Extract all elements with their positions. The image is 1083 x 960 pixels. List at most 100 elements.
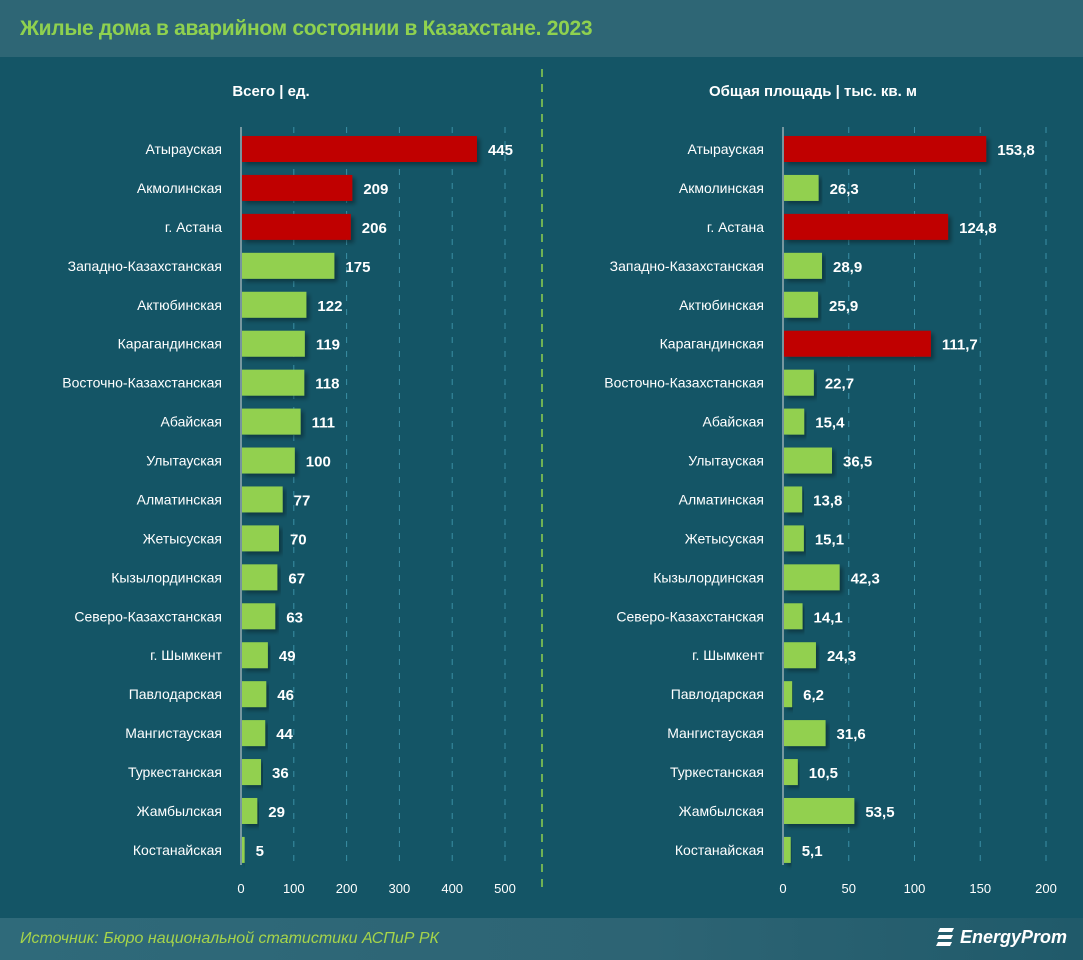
bar [242, 136, 477, 162]
x-tick-label: 0 [779, 881, 786, 896]
data-label: 36,5 [843, 454, 872, 471]
data-label: 15,4 [815, 415, 845, 432]
category-label: г. Шымкент [150, 647, 222, 663]
category-label: Восточно-Казахстанская [62, 375, 222, 391]
category-label: Северо-Казахстанская [74, 608, 222, 624]
x-tick-label: 200 [1035, 881, 1057, 896]
bar [784, 136, 987, 162]
data-label: 70 [290, 531, 307, 548]
x-tick-label: 500 [494, 881, 516, 896]
category-label: Павлодарская [129, 686, 222, 702]
category-label: Атырауская [145, 141, 222, 157]
data-label: 175 [345, 259, 370, 276]
panel-title: Всего | ед. [232, 83, 309, 100]
data-label: 29 [268, 804, 285, 821]
category-label: г. Шымкент [692, 647, 764, 663]
data-label: 5,1 [802, 843, 823, 860]
category-label: г. Астана [165, 219, 222, 235]
panel-title: Общая площадь | тыс. кв. м [709, 83, 917, 100]
data-label: 36 [272, 765, 289, 782]
bar [784, 564, 840, 591]
data-label: 63 [286, 609, 303, 626]
data-label: 124,8 [959, 220, 997, 237]
bar [242, 642, 268, 669]
bar [242, 836, 245, 863]
data-label: 49 [279, 648, 296, 665]
data-label: 209 [363, 181, 388, 198]
category-label: Туркестанская [670, 764, 764, 780]
header: Жилые дома в аварийном состоянии в Казах… [0, 0, 1083, 57]
category-label: Актюбинская [137, 297, 222, 313]
data-label: 44 [276, 726, 293, 743]
x-tick-label: 300 [389, 881, 411, 896]
bar [242, 291, 307, 318]
data-label: 119 [316, 337, 340, 354]
category-label: Мангистауская [667, 725, 764, 741]
x-tick-label: 150 [969, 881, 991, 896]
data-label: 6,2 [803, 687, 824, 704]
category-label: Жетысуская [143, 530, 222, 546]
category-label: Актюбинская [679, 297, 764, 313]
category-label: Западно-Казахстанская [610, 258, 764, 274]
bar [784, 330, 931, 357]
category-label: Абайская [161, 414, 222, 430]
bar [242, 330, 305, 357]
x-tick-label: 100 [283, 881, 305, 896]
data-label: 445 [488, 142, 513, 159]
category-label: Павлодарская [671, 686, 764, 702]
bar [242, 525, 279, 552]
category-label: Западно-Казахстанская [68, 258, 222, 274]
data-label: 25,9 [829, 298, 858, 315]
bar [242, 603, 276, 630]
data-label: 111,7 [942, 337, 978, 354]
category-label: Алматинская [137, 491, 222, 507]
data-label: 14,1 [814, 609, 843, 626]
data-label: 111 [312, 415, 335, 432]
bar [242, 797, 258, 824]
bar [784, 447, 832, 474]
category-label: Улытауская [146, 453, 222, 469]
category-label: Костанайская [675, 842, 764, 858]
data-label: 153,8 [997, 142, 1035, 159]
bar [784, 252, 823, 279]
bar [784, 681, 793, 708]
bar [784, 369, 814, 396]
category-label: г. Астана [707, 219, 764, 235]
bar [242, 720, 266, 747]
bar [242, 447, 295, 474]
bar [784, 291, 819, 318]
bar [242, 369, 305, 396]
data-label: 26,3 [830, 181, 859, 198]
x-tick-label: 0 [237, 881, 244, 896]
bar [784, 408, 805, 435]
data-label: 28,9 [833, 259, 862, 276]
bar [784, 797, 855, 824]
logo-text: EnergyProm [959, 926, 1067, 947]
data-label: 13,8 [813, 492, 842, 509]
data-label: 77 [294, 492, 311, 509]
bar [242, 759, 262, 786]
x-tick-label: 50 [842, 881, 856, 896]
category-label: Восточно-Казахстанская [604, 375, 764, 391]
bar [242, 564, 278, 591]
data-label: 5 [256, 843, 264, 860]
category-label: Акмолинская [137, 180, 222, 196]
data-label: 46 [277, 687, 294, 704]
data-label: 67 [288, 570, 305, 587]
data-label: 118 [315, 376, 339, 393]
source-note: Источник: Бюро национальной статистики А… [20, 930, 439, 947]
x-tick-label: 200 [336, 881, 358, 896]
category-label: Жетысуская [685, 530, 764, 546]
bar [242, 486, 283, 513]
footer: Источник: Бюро национальной статистики А… [0, 918, 1083, 960]
category-label: Акмолинская [679, 180, 764, 196]
data-label: 15,1 [815, 531, 844, 548]
bar [784, 759, 798, 786]
bar [784, 603, 803, 630]
bar [784, 525, 804, 552]
category-label: Туркестанская [128, 764, 222, 780]
category-label: Кызылординская [111, 569, 222, 585]
bar [784, 836, 791, 863]
bar [784, 720, 826, 747]
